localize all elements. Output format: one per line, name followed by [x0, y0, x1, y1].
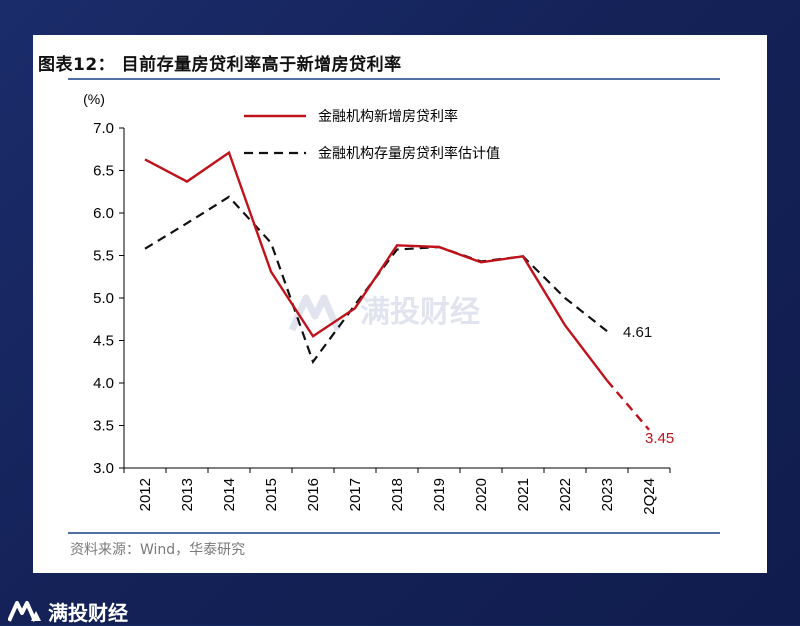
- x-tick-label: 2017: [347, 478, 364, 511]
- source-note: 资料来源：Wind，华泰研究: [70, 542, 246, 558]
- y-axis-unit-label: (%): [83, 91, 105, 107]
- watermark-text: 满投财经: [360, 295, 480, 330]
- x-tick-label: 2Q24: [641, 478, 658, 515]
- series-line-new-mortgage-rate-projected: [606, 379, 650, 431]
- annotation-stock-rate-latest: 4.61: [623, 324, 652, 341]
- legend-label-new-mortgage-rate: 金融机构新增房贷利率: [318, 108, 458, 125]
- y-tick-label: 4.5: [93, 333, 114, 350]
- brand-footer: 满投财经: [8, 597, 128, 625]
- x-tick-label: 2014: [221, 478, 238, 511]
- y-tick-label: 5.5: [93, 248, 114, 265]
- figure-card: [33, 35, 767, 573]
- x-tick-label: 2018: [389, 478, 406, 511]
- x-tick-label: 2013: [179, 478, 196, 511]
- y-tick-label: 7.0: [93, 120, 114, 137]
- y-tick-label: 3.5: [93, 418, 114, 435]
- x-tick-label: 2022: [557, 478, 574, 511]
- source-rule: [68, 532, 720, 534]
- brand-logo-icon: [8, 601, 41, 622]
- legend-label-stock-rate-estimate: 金融机构存量房贷利率估计值: [318, 145, 500, 162]
- x-tick-label: 2020: [473, 478, 490, 511]
- title-rule: [68, 78, 720, 80]
- y-tick-label: 6.5: [93, 163, 114, 180]
- y-tick-label: 6.0: [93, 205, 114, 222]
- series-line-new-mortgage-rate: [144, 150, 608, 382]
- y-tick-label: 3.0: [93, 460, 114, 477]
- x-tick-label: 2019: [431, 478, 448, 511]
- brand-name: 满投财经: [48, 600, 128, 625]
- y-tick-label: 4.0: [93, 375, 114, 392]
- watermark-logo-icon: [288, 294, 342, 332]
- figure-title: 图表12： 目前存量房贷利率高于新增房贷利率: [38, 55, 402, 75]
- x-tick-label: 2012: [137, 478, 154, 511]
- x-tick-label: 2021: [515, 478, 532, 511]
- x-tick-label: 2015: [263, 478, 280, 511]
- y-tick-label: 5.0: [93, 290, 114, 307]
- x-tick-label: 2023: [599, 478, 616, 511]
- x-tick-label: 2016: [305, 478, 322, 511]
- annotation-new-rate-latest: 3.45: [645, 430, 674, 447]
